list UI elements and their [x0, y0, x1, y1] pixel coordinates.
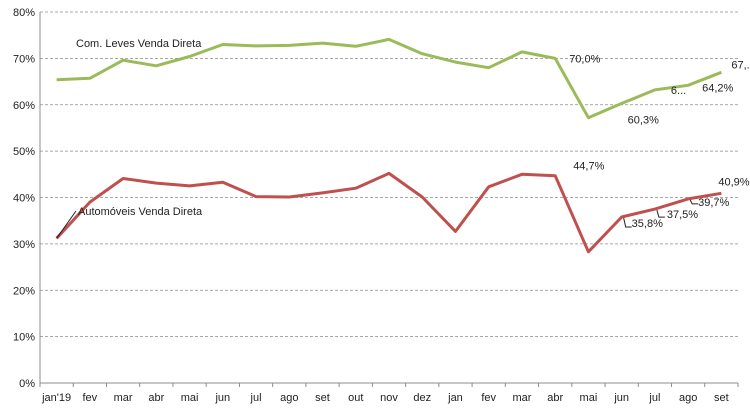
data-label: 64,2%: [702, 82, 733, 94]
x-tick-label: fev: [481, 392, 496, 404]
data-label: 39,7%: [698, 197, 729, 209]
x-tick-label: ago: [280, 392, 298, 404]
y-tick-label: 0%: [19, 378, 35, 390]
x-tick-label: jun: [613, 392, 629, 404]
data-label: 6...: [671, 85, 686, 97]
series-label-2: Automóveis Venda Direta: [78, 206, 203, 218]
x-tick-label: jul: [250, 392, 262, 404]
data-label: 35,8%: [632, 218, 663, 230]
series-line-2: [55, 171, 722, 254]
data-label: 40,9%: [718, 176, 749, 188]
series-line-1: [56, 37, 722, 120]
y-tick-label: 20%: [13, 285, 35, 297]
y-tick-label: 50%: [13, 146, 35, 158]
data-label-leader: [656, 209, 665, 218]
data-label: 67,...: [731, 59, 750, 71]
x-tick-label: nov: [380, 392, 398, 404]
data-label: 60,3%: [628, 114, 659, 126]
x-tick-label: set: [315, 392, 330, 404]
x-tick-label: jan: [447, 392, 463, 404]
x-tick-label: jan'19: [41, 392, 71, 404]
y-tick-label: 80%: [13, 7, 35, 19]
x-tick-label: fev: [83, 392, 98, 404]
y-tick-label: 40%: [13, 193, 35, 205]
x-tick-label: dez: [413, 392, 431, 404]
data-label-leader: [623, 217, 632, 228]
x-tick-label: mar: [114, 392, 133, 404]
axes: 0% 10% 20% 30% 40% 50% 60% 70% 80% jan'19 fev mar ab…: [13, 7, 739, 404]
x-tick-label: abr: [547, 392, 563, 404]
x-tick-label: abr: [148, 392, 164, 404]
x-tick-label: jun: [214, 392, 230, 404]
series-label-1: Com. Leves Venda Direta: [76, 38, 202, 50]
y-tick-label: 10%: [13, 332, 35, 344]
data-label-leader: [689, 199, 699, 205]
x-tick-label: mai: [181, 392, 199, 404]
data-label: 70,0%: [569, 53, 600, 65]
x-tick-label: out: [348, 392, 363, 404]
x-tick-label: jul: [648, 392, 660, 404]
data-label: 44,7%: [573, 161, 604, 173]
x-tick-label: set: [714, 392, 729, 404]
series-label-2-leader: [56, 210, 77, 239]
data-labels: Com. Leves Venda Direta Automóveis Venda …: [56, 38, 750, 239]
data-label: 37,5%: [667, 209, 698, 221]
x-tick-label: ago: [679, 392, 697, 404]
y-tick-label: 70%: [13, 53, 35, 65]
y-tick-label: 30%: [13, 239, 35, 251]
series-lines: [55, 37, 722, 254]
y-tick-label: 60%: [13, 100, 35, 112]
x-tick-label: mar: [512, 392, 531, 404]
x-tick-label: mai: [580, 392, 598, 404]
